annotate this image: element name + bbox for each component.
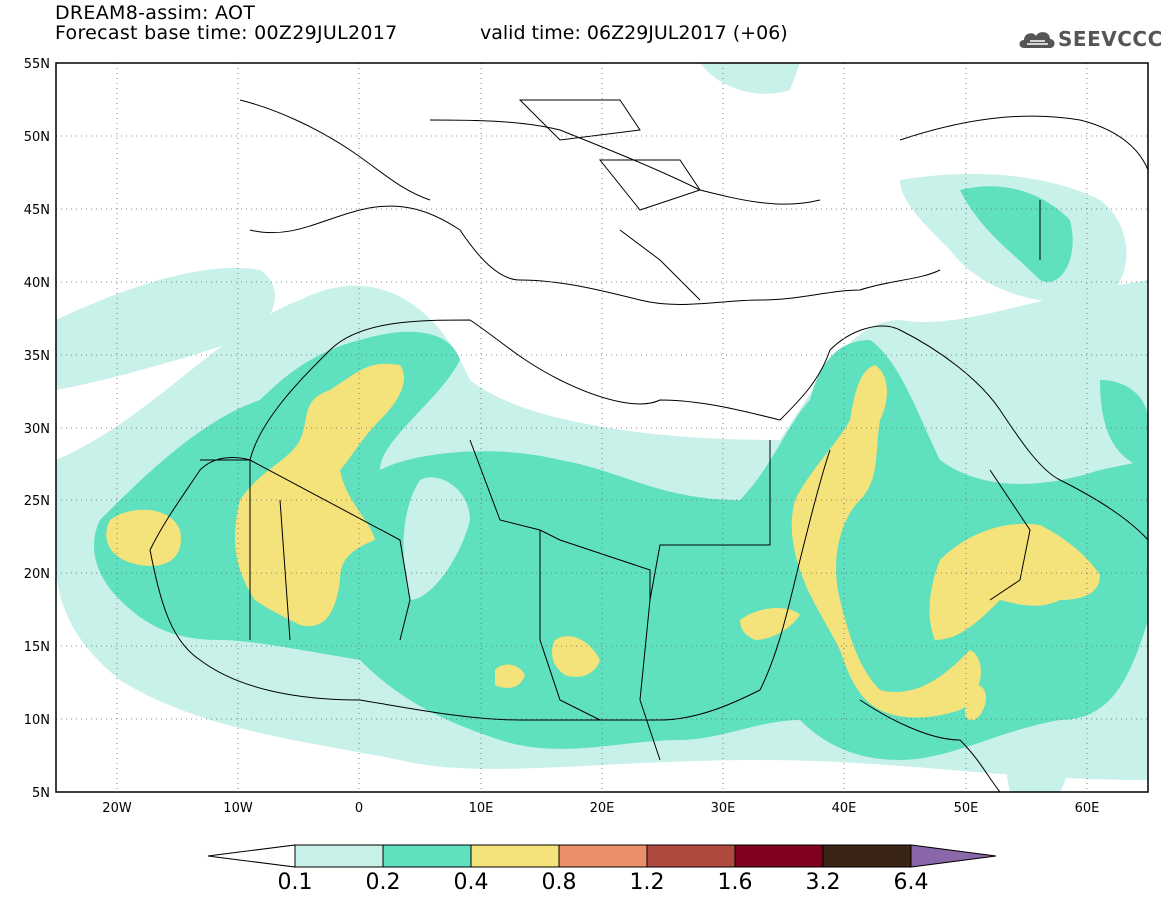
lat-label: 30N	[24, 422, 50, 437]
lat-label: 50N	[24, 130, 50, 145]
lat-label: 35N	[24, 349, 50, 364]
aot-band-high	[106, 363, 1100, 721]
lon-label: 10E	[469, 801, 494, 816]
lon-label: 10W	[223, 801, 253, 816]
lon-label: 0	[355, 801, 363, 816]
map-frame	[55, 62, 1149, 793]
forecast-base-time: Forecast base time: 00Z29JUL2017	[55, 22, 398, 44]
lat-label: 55N	[24, 57, 50, 72]
map-title: DREAM8-assim: AOT	[55, 2, 256, 24]
colorbar-segment	[646, 844, 736, 868]
lon-label: 60E	[1075, 801, 1100, 816]
colorbar-label: 0.2	[365, 870, 401, 895]
lon-label: 50E	[954, 801, 979, 816]
graticule	[56, 63, 1148, 792]
colorbar-label: 0.4	[453, 870, 489, 895]
colorbar-label: 6.4	[893, 870, 929, 895]
lat-label: 15N	[24, 640, 50, 655]
colorbar-segment	[470, 844, 560, 868]
aot-fields	[56, 63, 1148, 792]
colorbar-segment	[382, 844, 472, 868]
colorbar-segment	[294, 844, 384, 868]
colorbar-label: 1.6	[717, 870, 753, 895]
lat-label: 25N	[24, 494, 50, 509]
lat-label: 10N	[24, 713, 50, 728]
colorbar-label: 3.2	[805, 870, 841, 895]
coastlines-borders	[149, 99, 1148, 792]
lat-label: 45N	[24, 203, 50, 218]
colorbar-label: 1.2	[629, 870, 665, 895]
lat-labels: 55N 50N 45N 40N 35N 30N 25N 20N 15N 10N …	[24, 57, 50, 801]
lat-label: 20N	[24, 567, 50, 582]
cloud-icon	[1019, 32, 1055, 48]
colorbar-over-arrow	[910, 844, 997, 868]
lon-label: 20E	[590, 801, 615, 816]
colorbar-label: 0.1	[277, 870, 313, 895]
colorbar-segment	[822, 844, 912, 868]
colorbar-segment	[558, 844, 648, 868]
lon-label: 30E	[711, 801, 736, 816]
logo-text: SEEVCCC	[1058, 27, 1163, 51]
lon-label: 20W	[102, 801, 132, 816]
colorbar	[207, 844, 997, 868]
lat-label: 5N	[32, 786, 50, 801]
colorbar-segment	[734, 844, 824, 868]
lon-labels: 20W 10W 0 10E 20E 30E 40E 50E 60E	[102, 801, 1099, 816]
lat-label: 40N	[24, 276, 50, 291]
colorbar-under-arrow	[207, 844, 296, 868]
colorbar-label: 0.8	[541, 870, 577, 895]
lon-label: 40E	[832, 801, 857, 816]
valid-time: valid time: 06Z29JUL2017 (+06)	[480, 22, 788, 44]
